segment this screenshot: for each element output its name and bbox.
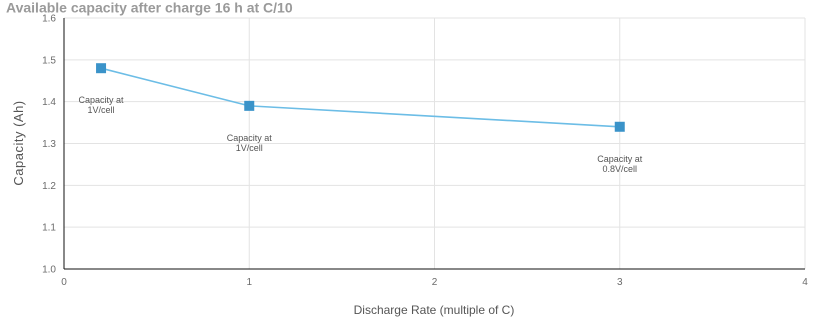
chart-title: Available capacity after charge 16 h at … bbox=[6, 0, 293, 15]
axes bbox=[63, 18, 805, 270]
y-tick-label: 1.5 bbox=[42, 55, 56, 66]
y-tick-label: 1.4 bbox=[42, 97, 56, 108]
y-tick-label: 1.3 bbox=[42, 139, 56, 150]
x-tick-label: 4 bbox=[802, 277, 808, 288]
series-line bbox=[100, 67, 620, 128]
annotation-line-2: 1V/cell bbox=[236, 143, 263, 153]
annotation-line-1: Capacity at bbox=[227, 133, 273, 143]
x-tick-label: 0 bbox=[61, 277, 67, 288]
grid-lines bbox=[64, 17, 806, 269]
y-tick-label: 1.2 bbox=[42, 181, 56, 192]
annotation-line-1: Capacity at bbox=[79, 95, 125, 105]
data-series bbox=[96, 63, 625, 132]
x-axis-title: Discharge Rate (multiple of C) bbox=[354, 303, 515, 317]
y-tick-label: 1.0 bbox=[42, 265, 56, 276]
data-point-marker bbox=[614, 121, 625, 132]
annotation-line-2: 0.8V/cell bbox=[602, 164, 637, 174]
data-point-marker bbox=[244, 100, 255, 111]
tick-labels: 1.0 1.1 1.2 1.3 1.4 1.5 1.6 0 1 2 3 4 bbox=[42, 14, 808, 289]
x-tick-label: 3 bbox=[617, 277, 623, 288]
x-tick-label: 1 bbox=[246, 277, 252, 288]
y-axis-title: Capacity (Ah) bbox=[11, 100, 26, 185]
y-tick-label: 1.6 bbox=[42, 14, 56, 25]
y-tick-label: 1.1 bbox=[42, 223, 56, 234]
data-point-marker bbox=[96, 63, 107, 74]
x-tick-label: 2 bbox=[432, 277, 438, 288]
annotation-line-2: 1V/cell bbox=[88, 105, 115, 115]
annotation-line-1: Capacity at bbox=[597, 154, 643, 164]
